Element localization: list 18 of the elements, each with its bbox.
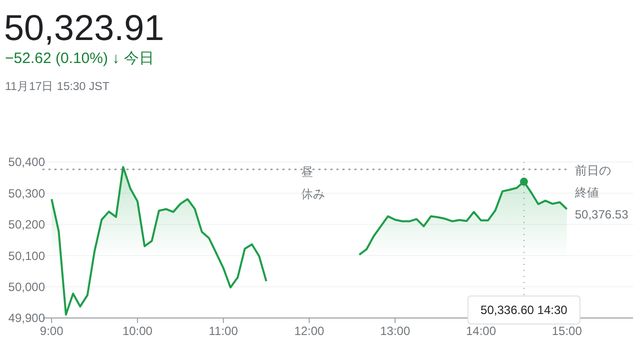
annotation: 50,336.60 14:30 bbox=[480, 303, 568, 317]
y-tick-label: 49,900 bbox=[8, 311, 46, 326]
chart-subtitle: −52.62 (0.10%) ↓ 今日 bbox=[5, 50, 154, 67]
x-tick-label: 15:00 bbox=[552, 324, 582, 338]
ref-line-label: 前日の終値50,376.53 bbox=[574, 163, 629, 222]
x-tick-label: 11:00 bbox=[208, 324, 238, 338]
y-tick-label: 50,200 bbox=[8, 218, 46, 232]
x-tick-label: 13:00 bbox=[380, 324, 410, 338]
text: 11月17日 15:30 JST bbox=[5, 80, 110, 93]
x-tick-label: 10:00 bbox=[122, 324, 153, 338]
x-tick-label: 14:00 bbox=[466, 324, 496, 338]
y-tick-label: 50,300 bbox=[8, 186, 46, 200]
x-tick-label: 12:00 bbox=[294, 324, 325, 338]
chart-title: 50,323.91 bbox=[4, 7, 164, 48]
y-tick-label: 50,400 bbox=[8, 155, 46, 170]
x-tick-label: 9:00 bbox=[40, 324, 64, 338]
y-tick-label: 50,000 bbox=[8, 280, 46, 294]
y-tick-label: 50,100 bbox=[8, 248, 46, 263]
